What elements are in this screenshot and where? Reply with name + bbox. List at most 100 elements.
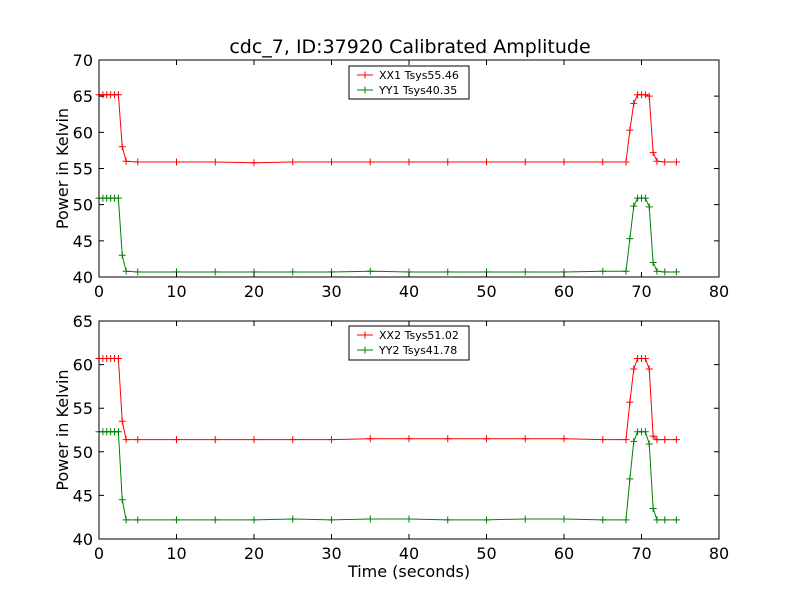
data-point-marker (250, 436, 258, 444)
data-point-marker (134, 158, 142, 166)
data-point-marker (134, 436, 142, 444)
data-point-marker (521, 268, 529, 276)
legend-box (348, 65, 470, 100)
y-tick-label: 65 (73, 87, 93, 106)
x-tick-label: 80 (709, 544, 729, 563)
legend-box (348, 325, 470, 361)
data-point-marker (483, 435, 490, 443)
data-point-marker (122, 436, 130, 444)
data-point-marker (483, 516, 490, 524)
data-point-marker (645, 203, 653, 211)
legend-2: XX2 Tsys51.02 YY2 Tsys41.78 (348, 325, 470, 361)
data-point-marker (211, 268, 219, 276)
data-point-marker (122, 267, 130, 275)
legend-entry-label: XX2 Tsys51.02 (379, 329, 459, 342)
data-point-marker (114, 354, 122, 362)
x-tick-label: 40 (399, 282, 419, 301)
y-tick-label: 65 (73, 312, 93, 331)
x-tick-label: 30 (321, 544, 341, 563)
data-point-marker (653, 516, 661, 524)
data-point-marker (626, 475, 634, 483)
data-point-marker (649, 432, 657, 440)
data-point-marker (366, 435, 374, 443)
y-axis-label: Power in Kelvin (53, 369, 72, 490)
data-point-marker (521, 158, 529, 166)
data-point-marker (622, 267, 630, 275)
data-point-marker (118, 496, 126, 504)
y-tick-label: 40 (73, 530, 93, 549)
data-point-marker (134, 268, 142, 276)
data-point-marker (641, 354, 649, 362)
data-point-marker (560, 435, 568, 443)
data-point-marker (366, 158, 374, 166)
data-point-marker (599, 158, 607, 166)
x-tick-label: 70 (631, 544, 651, 563)
x-tick-label: 10 (166, 282, 186, 301)
x-tick-label: 0 (94, 282, 104, 301)
data-point-marker (250, 159, 258, 167)
y-tick-label: 55 (73, 399, 93, 418)
y-tick-label: 70 (73, 51, 93, 70)
data-point-marker (645, 92, 653, 100)
data-point-marker (622, 516, 630, 524)
data-point-marker (672, 516, 680, 524)
data-point-marker (114, 194, 122, 202)
data-point-marker (118, 143, 126, 151)
x-tick-label: 70 (631, 282, 651, 301)
data-point-marker (289, 515, 297, 523)
x-tick-label: 30 (321, 282, 341, 301)
data-point-marker (211, 158, 219, 166)
x-tick-label: 50 (476, 544, 496, 563)
data-point-marker (599, 436, 607, 444)
data-point-marker (626, 126, 634, 134)
data-point-marker (328, 516, 335, 524)
data-point-marker (250, 516, 258, 524)
data-point-marker (622, 158, 630, 166)
legend-entry-label: YY1 Tsys40.35 (378, 84, 457, 97)
x-axis-label: Time (seconds) (347, 562, 470, 581)
data-point-marker (622, 436, 630, 444)
data-point-marker (405, 435, 413, 443)
data-point-marker (630, 437, 638, 445)
data-point-marker (122, 157, 130, 165)
legend-marker-swatch (361, 71, 369, 79)
x-tick-label: 0 (94, 544, 104, 563)
chart-panel-2: 0 10 20 30 40 50 60 70 80 40 45 50 55 60 65 Power in Ke… (53, 312, 729, 581)
data-point-marker (653, 157, 661, 165)
y-tick-label: 60 (73, 123, 93, 142)
y-tick-label: 45 (73, 486, 93, 505)
y-tick-label: 40 (73, 268, 93, 287)
data-point-marker (173, 158, 180, 166)
data-point-marker (672, 158, 680, 166)
data-point-marker (328, 158, 335, 166)
data-point-marker (649, 149, 657, 157)
data-point-marker (649, 504, 657, 512)
legend-1: XX1 Tsys55.46 YY1 Tsys40.35 (348, 65, 470, 100)
legend-entry-label: XX1 Tsys55.46 (379, 69, 459, 82)
data-point-marker (599, 267, 607, 275)
data-point-marker (630, 202, 638, 210)
data-point-marker (444, 516, 452, 524)
data-point-marker (649, 259, 657, 267)
data-point-marker (521, 515, 529, 523)
data-point-marker (560, 158, 568, 166)
data-point-marker (134, 516, 142, 524)
data-point-marker (366, 267, 374, 275)
data-point-marker (626, 235, 634, 243)
data-point-marker (645, 365, 653, 373)
data-point-marker (211, 516, 219, 524)
data-point-marker (661, 516, 669, 524)
data-point-marker (645, 440, 653, 448)
data-point-marker (661, 268, 669, 276)
data-point-marker (599, 516, 607, 524)
data-point-marker (405, 158, 413, 166)
data-point-marker (444, 158, 452, 166)
x-tick-label: 20 (244, 282, 264, 301)
data-point-marker (289, 158, 297, 166)
x-tick-label: 60 (554, 282, 574, 301)
data-point-marker (653, 267, 661, 275)
legend-marker-swatch (361, 331, 369, 339)
x-tick-label: 20 (244, 544, 264, 563)
data-point-marker (444, 268, 452, 276)
